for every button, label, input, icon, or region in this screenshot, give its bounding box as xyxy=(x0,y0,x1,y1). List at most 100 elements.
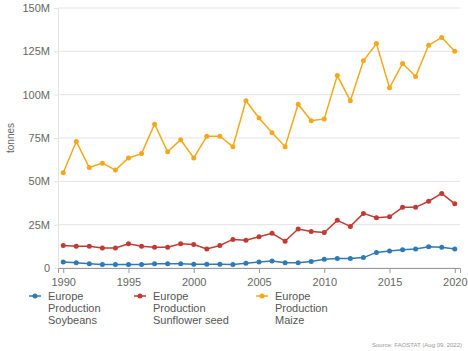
point xyxy=(283,239,288,244)
point xyxy=(374,41,379,46)
x-tick: 2020 xyxy=(443,268,467,288)
x-tick-mark xyxy=(390,268,391,273)
x-tick-label: 2005 xyxy=(247,276,271,288)
x-tick: 2005 xyxy=(247,268,271,288)
point xyxy=(413,74,418,79)
point xyxy=(191,262,196,267)
legend-swatch-marker xyxy=(260,294,265,299)
x-tick-mark xyxy=(194,268,195,273)
x-axis: 1990199520002005201020152020 xyxy=(51,268,467,288)
y-tick-label: 150M xyxy=(22,2,50,14)
series-line xyxy=(63,193,455,248)
grid-line xyxy=(58,8,460,9)
point xyxy=(270,130,275,135)
point xyxy=(74,139,79,144)
point xyxy=(348,98,353,103)
point xyxy=(165,261,170,266)
chart-container: 025M50M75M100M125M150M199019952000200520… xyxy=(0,0,468,351)
point xyxy=(113,246,118,251)
x-tick-mark xyxy=(324,268,325,273)
legend-swatch-marker xyxy=(33,294,38,299)
y-tick-mark xyxy=(54,95,58,96)
point xyxy=(100,161,105,166)
legend-label: EuropeProductionMaize xyxy=(275,290,328,326)
y-tick: 25M xyxy=(29,219,58,231)
point xyxy=(348,224,353,229)
point xyxy=(309,259,314,264)
x-tick-label: 1995 xyxy=(117,276,141,288)
y-tick: 100M xyxy=(22,89,58,101)
x-tick-mark xyxy=(455,268,456,273)
x-axis-line xyxy=(59,269,461,274)
point xyxy=(257,234,262,239)
point xyxy=(426,244,431,249)
point xyxy=(387,85,392,90)
point xyxy=(283,260,288,265)
point xyxy=(257,116,262,121)
point xyxy=(100,262,105,267)
point xyxy=(413,246,418,251)
y-tick-label: 50M xyxy=(29,175,50,187)
point xyxy=(204,262,209,267)
point xyxy=(270,231,275,236)
point xyxy=(426,43,431,48)
point xyxy=(387,214,392,219)
point xyxy=(387,249,392,254)
legend-item: EuropeProductionSunflower seed xyxy=(134,290,229,326)
point xyxy=(100,246,105,251)
point xyxy=(152,245,157,250)
point xyxy=(87,261,92,266)
point xyxy=(61,243,66,248)
point xyxy=(296,227,301,232)
point xyxy=(139,151,144,156)
point xyxy=(113,168,118,173)
legend-item: EuropeProductionSoybeans xyxy=(29,290,101,326)
point xyxy=(178,241,183,246)
point xyxy=(426,199,431,204)
point xyxy=(217,243,222,248)
point xyxy=(152,261,157,266)
x-tick-mark xyxy=(259,268,260,273)
point xyxy=(61,170,66,175)
point xyxy=(361,211,366,216)
point xyxy=(400,205,405,210)
x-tick-mark xyxy=(128,268,129,273)
point xyxy=(243,98,248,103)
point xyxy=(257,259,262,264)
point xyxy=(74,244,79,249)
legend-label: EuropeProductionSunflower seed xyxy=(153,290,229,326)
point xyxy=(178,137,183,142)
legend: EuropeProductionSoybeans EuropeProduction… xyxy=(29,290,328,326)
point xyxy=(348,256,353,261)
series-line xyxy=(63,247,455,265)
point xyxy=(439,245,444,250)
point xyxy=(87,244,92,249)
point xyxy=(413,205,418,210)
point xyxy=(126,155,131,160)
point xyxy=(400,247,405,252)
point xyxy=(322,230,327,235)
y-tick: 50M xyxy=(29,175,58,187)
point xyxy=(113,262,118,267)
point xyxy=(126,262,131,267)
point xyxy=(439,35,444,40)
point xyxy=(217,134,222,139)
grid-line xyxy=(58,138,460,139)
point xyxy=(322,257,327,262)
y-tick-mark xyxy=(54,181,58,182)
point xyxy=(270,259,275,264)
x-tick-label: 2020 xyxy=(443,276,467,288)
point xyxy=(126,241,131,246)
point xyxy=(178,261,183,266)
y-tick-label: 0 xyxy=(44,262,50,274)
source-note: Source: FAOSTAT (Aug 09, 2022) xyxy=(372,342,462,348)
point xyxy=(400,61,405,66)
point xyxy=(452,201,457,206)
point xyxy=(165,149,170,154)
y-axis-title: tonnes xyxy=(5,123,16,153)
point xyxy=(191,242,196,247)
y-axis: 025M50M75M100M125M150M xyxy=(22,2,58,274)
point xyxy=(87,165,92,170)
point xyxy=(335,256,340,261)
point xyxy=(74,260,79,265)
